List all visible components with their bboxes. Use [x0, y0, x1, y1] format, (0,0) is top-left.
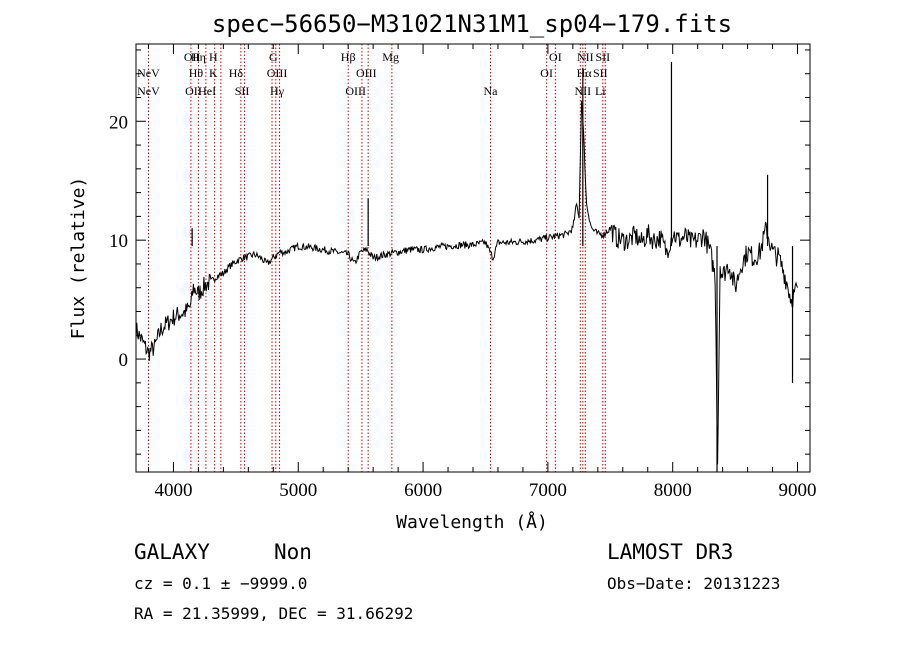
line-label-20: OI — [549, 50, 562, 64]
coords-line: RA = 21.35999, DEC = 31.66292 — [134, 604, 413, 623]
x-tick-label-2: 6000 — [404, 480, 442, 501]
line-label-6: Hθ — [189, 66, 204, 80]
y-tick-label-0: 0 — [119, 350, 129, 371]
object-subclass: Non — [274, 540, 312, 564]
axis-ticks: 4000 5000 6000 7000 8000 9000 0 10 20 — [109, 44, 817, 501]
object-class: GALAXY — [134, 540, 210, 564]
line-label-18: Mg — [382, 50, 399, 64]
line-label-10: HeI — [198, 84, 216, 98]
spectrum-spikes — [191, 61, 794, 472]
x-tick-label-5: 9000 — [779, 480, 817, 501]
redshift-line: cz = 0.1 ± −9999.0 — [134, 574, 307, 593]
line-label-4: Hη — [191, 50, 206, 64]
line-label-8: Hδ — [229, 66, 244, 80]
x-tick-label-1: 5000 — [279, 480, 317, 501]
chart-title: spec−56650−M31021N31M1_sp04−179.fits — [212, 10, 732, 38]
spectrum-line — [135, 100, 798, 465]
line-label-25: SII — [593, 66, 608, 80]
line-label-15: Hβ — [341, 50, 356, 64]
line-label-19: Na — [483, 84, 498, 98]
line-label-24: Hα — [577, 66, 593, 80]
x-tick-label-3: 7000 — [529, 480, 567, 501]
plot-frame — [135, 43, 811, 473]
x-axis-label: Wavelength (Å) — [396, 511, 548, 533]
x-tick-label-0: 4000 — [154, 480, 192, 501]
line-label-3: OII — [184, 50, 201, 64]
obs-date-line: Obs−Date: 20131223 — [607, 574, 780, 593]
line-label-17: OIII — [345, 84, 366, 98]
line-label-27: Li — [595, 84, 606, 98]
line-label-23: SII — [595, 50, 610, 64]
line-label-1: NeV — [137, 66, 160, 80]
line-label-16: OIII — [356, 66, 377, 80]
line-label-12: G — [269, 50, 278, 64]
line-label-21: OI — [540, 66, 553, 80]
survey-name: LAMOST DR3 — [607, 540, 733, 564]
line-label-11: SII — [235, 84, 250, 98]
line-label-7: K — [209, 66, 218, 80]
line-label-14: Hγ — [270, 84, 285, 98]
y-tick-label-1: 10 — [109, 231, 128, 252]
y-tick-label-2: 20 — [109, 112, 128, 133]
line-label-2: NeV — [137, 84, 160, 98]
line-label-22: NII — [577, 50, 594, 64]
line-label-13: OIII — [267, 66, 288, 80]
y-axis-label: Flux (relative) — [68, 177, 89, 340]
x-tick-label-4: 8000 — [654, 480, 692, 501]
line-label-9: OII — [185, 84, 202, 98]
line-label-5: H — [209, 50, 218, 64]
